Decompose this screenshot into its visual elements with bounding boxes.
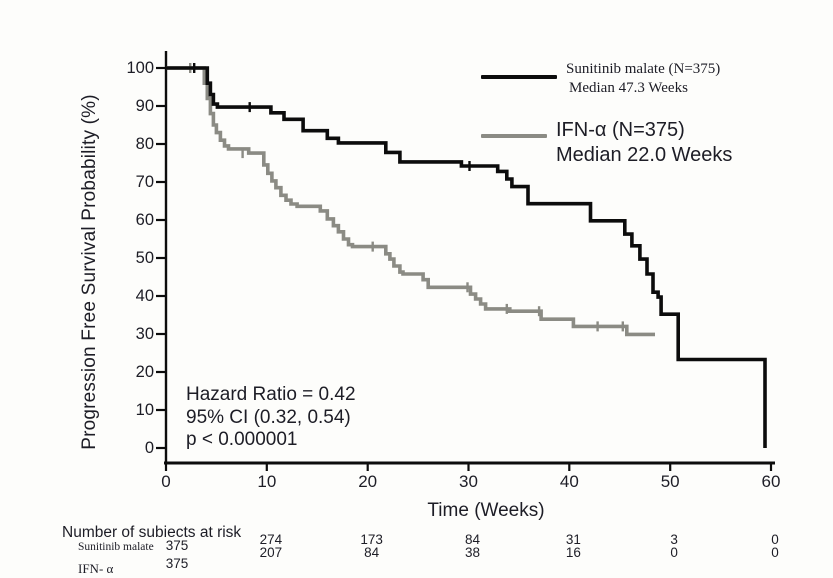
x-tick-label: 60 <box>761 472 781 491</box>
risk-value: 274 <box>259 532 283 547</box>
p-value-text: p < 0.000001 <box>186 429 298 450</box>
y-tick-label: 0 <box>144 439 154 457</box>
risk-value: 375 <box>165 556 189 571</box>
risk-value: 16 <box>565 545 581 560</box>
y-tick-label: 10 <box>135 401 154 419</box>
y-tick-label: 100 <box>126 59 154 77</box>
y-tick-label: 50 <box>135 249 154 267</box>
confidence-interval-text: 95% CI (0.32, 0.54) <box>186 406 351 428</box>
y-tick-label: 30 <box>135 325 154 343</box>
x-tick-label: 20 <box>358 472 378 491</box>
risk-value: 3 <box>670 532 678 547</box>
risk-value: 38 <box>464 545 481 560</box>
y-tick-label: 20 <box>135 363 154 381</box>
risk-value: 375 <box>165 538 189 553</box>
x-tick-label: 40 <box>559 472 579 491</box>
risk-table-title: Number of subiects at risk <box>62 524 242 541</box>
x-axis-title: Time (Weeks) <box>427 500 545 521</box>
y-tick-label: 80 <box>135 135 154 153</box>
legend-line-sunitinib-icon <box>481 75 557 79</box>
legend-median-ifn: Median 22.0 Weeks <box>556 144 733 166</box>
x-tick-label: 0 <box>161 472 171 491</box>
risk-value: 84 <box>464 532 481 547</box>
risk-value: 173 <box>360 532 383 547</box>
x-tick-label: 50 <box>660 472 680 491</box>
hazard-ratio-text: Hazard Ratio = 0.42 <box>186 384 356 405</box>
y-tick-label: 70 <box>135 173 154 191</box>
stats-annotation: Hazard Ratio = 0.42 95% CI (0.32, 0.54) … <box>186 384 356 452</box>
curve-sunitinib <box>166 66 767 448</box>
risk-row-label-sunitinib: Sunitinib malate <box>78 541 154 553</box>
risk-value: 84 <box>364 545 380 560</box>
legend-entry-ifn: IFN-α (N=375) Median 22.0 Weeks <box>481 118 732 168</box>
risk-value: 207 <box>259 545 283 560</box>
legend-label-ifn: IFN-α (N=375) <box>556 119 685 141</box>
y-tick-label: 90 <box>135 97 154 115</box>
risk-value: 0 <box>771 545 779 560</box>
y-tick-label: 40 <box>135 287 154 305</box>
risk-value: 0 <box>771 532 779 547</box>
legend-label-sunitinib: Sunitinib malate (N=375) <box>566 61 721 77</box>
x-tick-label: 10 <box>257 472 277 491</box>
risk-value: 0 <box>670 545 678 560</box>
x-tick-label: 30 <box>459 472 478 491</box>
legend-median-sunitinib: Median 47.3 Weeks <box>569 80 688 96</box>
risk-row-label-ifn: IFN- α <box>78 561 114 576</box>
risk-value: 31 <box>565 532 581 547</box>
y-tick-label: 60 <box>135 211 154 229</box>
y-axis-title: Progression Free Survival Probability (%… <box>79 94 100 450</box>
legend-entry-sunitinib: Sunitinib malate (N=375) Median 47.3 Wee… <box>481 60 720 98</box>
curve-ifn <box>166 66 655 337</box>
legend-line-ifn-icon <box>481 134 547 138</box>
